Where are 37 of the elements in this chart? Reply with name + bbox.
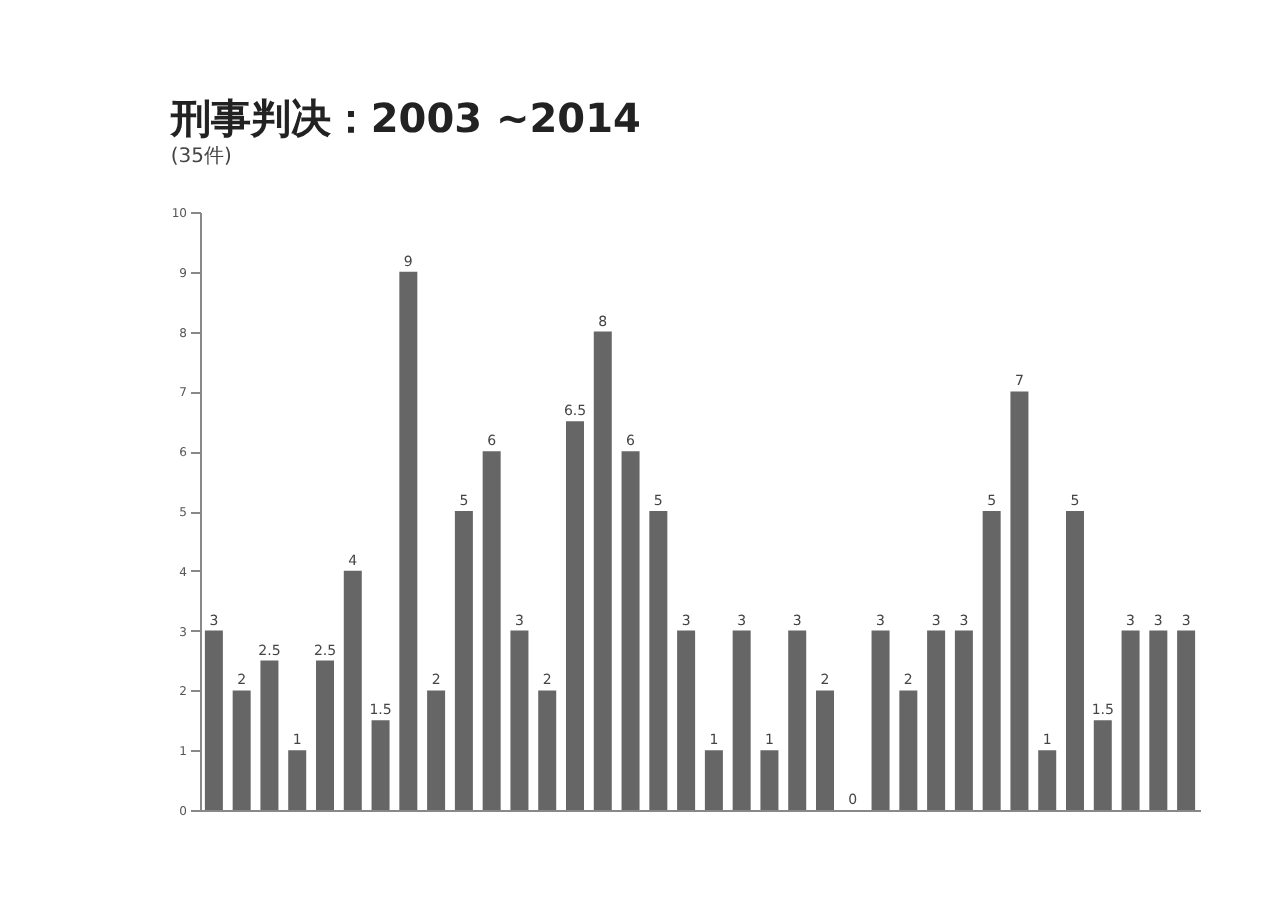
bar [1121, 630, 1140, 810]
bar [1149, 630, 1168, 810]
bar [1038, 750, 1057, 810]
bar [1010, 391, 1029, 810]
bar [204, 630, 223, 810]
bar [371, 720, 390, 810]
bar [1066, 511, 1084, 810]
bar [454, 511, 473, 810]
bar [677, 630, 696, 810]
bar [927, 630, 946, 810]
bar [982, 511, 1001, 810]
bar [732, 630, 751, 810]
bar [427, 690, 446, 810]
bar [316, 660, 334, 810]
bar [954, 630, 973, 810]
bar [788, 630, 807, 810]
bar [482, 451, 501, 810]
bar [760, 750, 779, 810]
bar [232, 690, 251, 810]
bar [816, 690, 834, 810]
chart-subtitle: (35件) [170, 146, 232, 168]
bar [399, 271, 418, 810]
bar [538, 690, 557, 810]
bar [260, 660, 279, 810]
bar [510, 630, 529, 810]
bar [288, 750, 307, 810]
bar [593, 331, 612, 810]
chart-title: 刑事判决：2003 ~2014 [168, 94, 641, 142]
bar [566, 421, 584, 810]
bar [704, 750, 723, 810]
bar [621, 451, 640, 810]
bar [343, 570, 362, 810]
bar [1177, 630, 1196, 810]
bar [1093, 720, 1112, 810]
bar [871, 630, 890, 810]
bar [649, 511, 668, 810]
bar [899, 690, 918, 810]
